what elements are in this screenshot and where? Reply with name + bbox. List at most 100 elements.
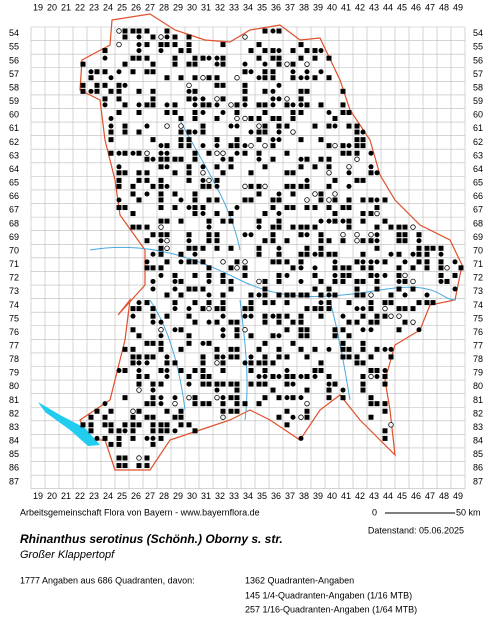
record-square (172, 34, 178, 40)
x-label: 30 (187, 491, 197, 501)
record-square (340, 109, 346, 115)
record-dot (220, 109, 226, 115)
record-open (186, 82, 192, 89)
record-square (298, 333, 304, 339)
record-dot (248, 69, 254, 75)
record-square (116, 435, 122, 441)
record-square (312, 272, 318, 278)
record-dot (452, 259, 458, 265)
record-square (438, 245, 444, 251)
record-dot (178, 259, 184, 265)
record-open (248, 142, 254, 149)
record-dot (256, 75, 262, 81)
record-dot (262, 374, 268, 379)
record-square (164, 422, 170, 428)
record-square (158, 183, 164, 189)
record-dot (318, 300, 324, 306)
record-square (262, 48, 268, 54)
record-square (214, 75, 220, 81)
record-square (346, 150, 352, 156)
record-square (346, 346, 352, 352)
record-square (354, 259, 360, 265)
record-square (262, 75, 268, 81)
record-square (150, 34, 156, 40)
record-square (270, 224, 276, 230)
record-dot (374, 170, 380, 176)
record-square (178, 75, 184, 81)
record-square (234, 319, 240, 325)
record-square (178, 218, 184, 224)
record-square (144, 177, 150, 183)
record-square (270, 387, 276, 393)
record-square (298, 137, 304, 143)
record-square (326, 306, 332, 312)
record-square (312, 205, 318, 211)
record-square (382, 401, 388, 407)
record-square (290, 48, 296, 54)
record-square (242, 150, 248, 156)
record-square (158, 191, 164, 197)
record-square (312, 123, 318, 129)
record-square (136, 109, 142, 115)
record-square (374, 368, 380, 373)
record-square (186, 333, 192, 339)
record-dot (88, 69, 94, 75)
record-square (360, 360, 366, 366)
record-square (396, 232, 402, 238)
record-dot (186, 238, 192, 244)
record-square (340, 265, 346, 271)
record-square (108, 408, 114, 414)
x-label: 19 (33, 2, 43, 12)
record-square (186, 48, 192, 54)
record-dot (298, 265, 304, 271)
record-square (192, 245, 198, 251)
record-square (284, 354, 290, 360)
y-label: 74 (9, 300, 19, 310)
record-square (284, 292, 290, 298)
record-open (312, 191, 318, 197)
record-square (206, 102, 212, 108)
record-square (430, 300, 436, 306)
record-square (136, 88, 142, 94)
record-square (262, 123, 268, 129)
record-dot (136, 360, 142, 366)
record-open (116, 41, 122, 48)
record-square (214, 197, 220, 203)
record-square (410, 286, 416, 292)
record-square (88, 414, 94, 420)
record-square (262, 313, 268, 319)
record-square (276, 278, 282, 284)
record-square (270, 69, 276, 75)
record-square (150, 340, 156, 346)
record-square (234, 102, 240, 108)
record-square (192, 259, 198, 265)
x-label: 38 (299, 491, 309, 501)
record-dot (158, 401, 164, 407)
record-square (346, 265, 352, 271)
record-square (262, 340, 268, 346)
record-dot (304, 232, 310, 238)
record-square (94, 88, 100, 94)
record-square (136, 197, 142, 203)
record-square (158, 346, 164, 352)
record-open (354, 237, 360, 244)
record-square (150, 183, 156, 189)
record-square (262, 28, 268, 34)
record-square (102, 69, 108, 75)
record-open (262, 183, 268, 190)
record-open (242, 183, 248, 190)
record-square (424, 259, 430, 265)
record-square (158, 164, 164, 170)
record-square (360, 278, 366, 284)
record-square (228, 164, 234, 170)
record-square (346, 333, 352, 339)
record-dot (304, 69, 310, 75)
record-square (122, 368, 128, 373)
record-square (164, 28, 170, 34)
record-square (122, 129, 128, 135)
record-square (164, 109, 170, 115)
x-label: 28 (159, 491, 169, 501)
record-square (192, 55, 198, 61)
record-dot (270, 313, 276, 319)
record-dot (200, 143, 206, 149)
